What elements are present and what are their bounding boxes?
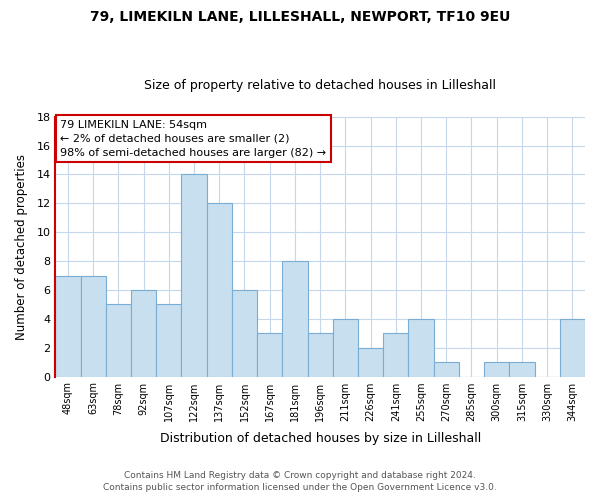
Bar — [409, 319, 434, 376]
Text: 79 LIMEKILN LANE: 54sqm
← 2% of detached houses are smaller (2)
98% of semi-deta: 79 LIMEKILN LANE: 54sqm ← 2% of detached… — [61, 120, 326, 158]
Bar — [206, 204, 232, 376]
Bar — [434, 362, 459, 376]
Bar — [383, 333, 409, 376]
Bar — [80, 276, 106, 376]
Bar — [55, 276, 80, 376]
Text: 79, LIMEKILN LANE, LILLESHALL, NEWPORT, TF10 9EU: 79, LIMEKILN LANE, LILLESHALL, NEWPORT, … — [90, 10, 510, 24]
Title: Size of property relative to detached houses in Lilleshall: Size of property relative to detached ho… — [144, 79, 496, 92]
Bar — [257, 333, 283, 376]
Bar — [560, 319, 585, 376]
Bar — [308, 333, 333, 376]
Bar — [106, 304, 131, 376]
Y-axis label: Number of detached properties: Number of detached properties — [15, 154, 28, 340]
X-axis label: Distribution of detached houses by size in Lilleshall: Distribution of detached houses by size … — [160, 432, 481, 445]
Bar — [232, 290, 257, 376]
Bar — [484, 362, 509, 376]
Bar — [156, 304, 181, 376]
Bar — [509, 362, 535, 376]
Text: Contains HM Land Registry data © Crown copyright and database right 2024.
Contai: Contains HM Land Registry data © Crown c… — [103, 471, 497, 492]
Bar — [333, 319, 358, 376]
Bar — [131, 290, 156, 376]
Bar — [181, 174, 206, 376]
Bar — [358, 348, 383, 376]
Bar — [283, 261, 308, 376]
